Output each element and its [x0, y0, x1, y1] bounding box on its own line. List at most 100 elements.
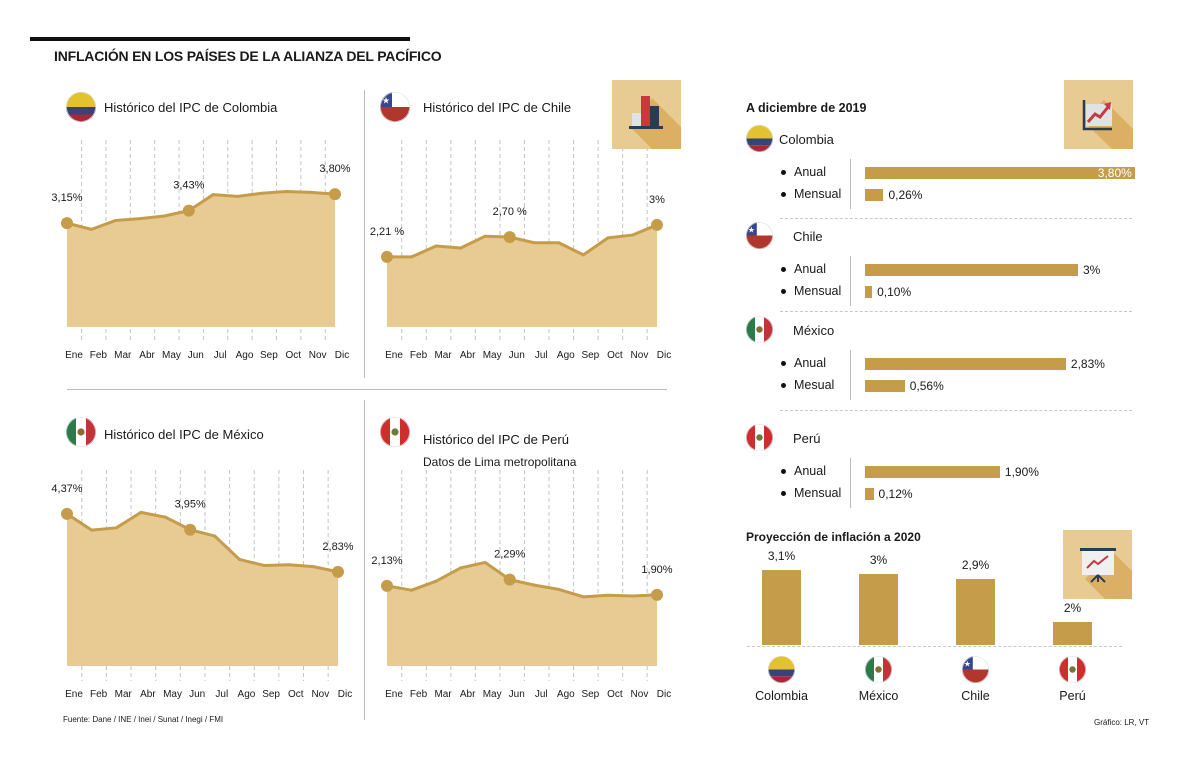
bar-value: 2% [1063, 601, 1082, 616]
x-tick-label: Ene [65, 689, 83, 700]
data-point [139, 510, 143, 514]
bar-value: 1,90% [1004, 465, 1039, 479]
x-tick-label: Abr [460, 350, 476, 361]
x-tick-label: Mar [434, 689, 452, 700]
x-tick-label: Abr [139, 350, 155, 361]
highlight-point [503, 573, 516, 586]
highlight-point [61, 507, 73, 520]
highlight-point [182, 204, 195, 217]
chile-flag-icon: ★ [746, 222, 773, 254]
x-tick-label: Feb [90, 689, 108, 700]
x-tick-label: Ene [385, 350, 403, 361]
row-label: Anual [781, 356, 826, 370]
x-tick-label: Colombia [755, 689, 808, 703]
x-tick-label: Jul [214, 350, 227, 361]
area-fill [67, 512, 338, 666]
data-label: 2,70 % [493, 206, 527, 218]
data-point [606, 236, 610, 240]
row-label: Mensual [781, 284, 841, 298]
x-tick-label: Jun [189, 689, 205, 700]
row-label: Mensual [781, 187, 841, 201]
peru-flag-icon [746, 424, 773, 456]
data-point [114, 218, 118, 222]
x-tick-label: Ago [238, 689, 256, 700]
separator [780, 218, 1132, 219]
x-tick-label: Feb [410, 689, 428, 700]
x-tick-label: Nov [309, 350, 327, 361]
x-tick-label: Dic [657, 689, 671, 700]
bar [865, 286, 873, 298]
bar-value: 3,1% [767, 548, 796, 563]
separator [780, 410, 1132, 411]
divider [67, 389, 667, 390]
mexico-flag-icon [66, 417, 96, 452]
divider [364, 400, 365, 720]
growth-chart-icon [1064, 80, 1133, 149]
data-point [164, 515, 168, 519]
bar-chart-icon [612, 80, 681, 149]
bar [865, 466, 1000, 478]
x-tick-label: Jun [188, 350, 204, 361]
highlight-point [503, 231, 516, 244]
x-tick-label: Abr [140, 689, 156, 700]
data-point [532, 583, 536, 587]
data-point [262, 563, 266, 567]
data-point [630, 594, 634, 598]
divider [850, 159, 851, 209]
data-label: 2,13% [371, 555, 402, 567]
x-tick-label: Mar [434, 350, 452, 361]
data-point [630, 233, 634, 237]
bar-value: 0,26% [888, 188, 923, 202]
x-tick-label: Sep [260, 350, 278, 361]
x-tick-label: Ago [557, 689, 575, 700]
peru-flag-icon [380, 417, 410, 452]
december-title: A diciembre de 2019 [746, 101, 867, 115]
bar-value: 2,9% [961, 558, 990, 573]
bar [865, 358, 1066, 370]
data-point [138, 217, 142, 221]
title-rule [30, 37, 410, 41]
x-tick-label: Jul [535, 689, 548, 700]
x-tick-label: Jun [509, 689, 525, 700]
data-point [237, 557, 241, 561]
bar-value: 0,12% [878, 487, 913, 501]
bar [762, 569, 801, 645]
data-point [213, 534, 217, 538]
data-label: 3,15% [51, 192, 82, 204]
x-tick-label: Ago [236, 350, 254, 361]
highlight-point [329, 188, 341, 201]
data-point [434, 579, 438, 583]
area-fill [387, 562, 657, 666]
bar-value: 3% [869, 553, 888, 568]
svg-text:★: ★ [748, 225, 755, 234]
area-fill [387, 224, 657, 327]
x-tick-label: Oct [288, 689, 304, 700]
country-label: México [793, 323, 835, 338]
row-label: Anual [781, 464, 826, 478]
x-tick-label: Dic [338, 689, 352, 700]
bar [865, 488, 874, 500]
divider [850, 350, 851, 400]
highlight-point [61, 217, 73, 230]
x-tick-label: Jul [535, 350, 548, 361]
baseline [747, 646, 1122, 647]
x-tick-label: Oct [607, 350, 623, 361]
x-tick-label: Ene [385, 689, 403, 700]
series-line [387, 223, 658, 259]
data-label: 3,95% [175, 499, 206, 511]
x-tick-label: Ago [557, 350, 575, 361]
x-tick-label: May [483, 689, 502, 700]
x-tick-label: Dic [657, 350, 671, 361]
row-label: Mensual [781, 486, 841, 500]
x-tick-label: Nov [631, 689, 649, 700]
presentation-chart-icon [1063, 530, 1132, 599]
colombia-flag-icon [768, 656, 795, 688]
series-line [66, 510, 339, 574]
area-fill [67, 191, 335, 327]
highlight-point [651, 588, 663, 601]
data-point [581, 253, 585, 257]
divider [850, 458, 851, 508]
